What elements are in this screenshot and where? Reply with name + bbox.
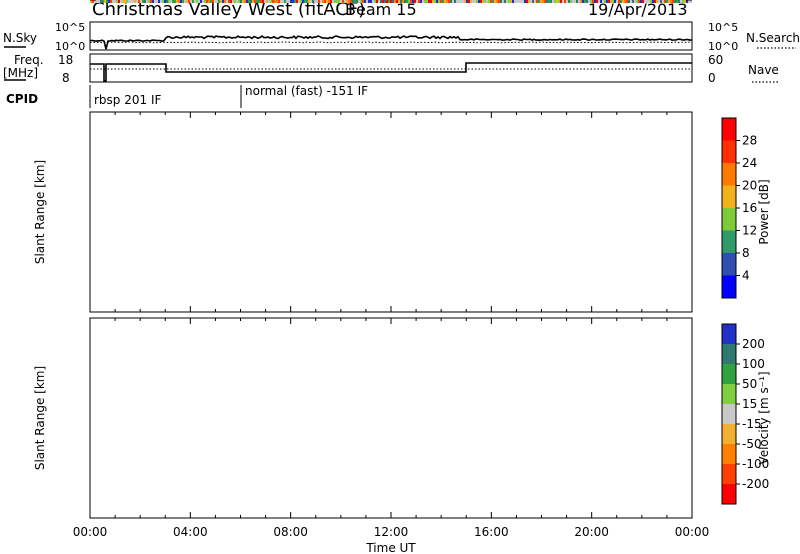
cpid-segment-1: rbsp 201 IF bbox=[94, 93, 161, 107]
freq-label-1: Freq. bbox=[14, 53, 44, 67]
freq-label-2: [MHz] bbox=[3, 66, 38, 80]
date-title: 19/Apr/2013 bbox=[588, 0, 688, 19]
noise-left-tick-bottom: 10^0 bbox=[55, 40, 85, 53]
freq-tick-top: 18 bbox=[58, 53, 73, 67]
nave-tick-top: 60 bbox=[708, 53, 723, 67]
nave-tick-bottom: 0 bbox=[708, 71, 716, 85]
freq-line bbox=[90, 62, 692, 82]
freq-panel bbox=[89, 53, 693, 83]
noise-right-label: N.Search bbox=[746, 31, 800, 45]
noise-right-tick-bottom: 10^0 bbox=[708, 40, 738, 53]
beam-title: Beam 15 bbox=[345, 0, 417, 19]
noise-search-line bbox=[89, 41, 691, 44]
noise-panel bbox=[89, 21, 693, 51]
nave-label: Nave bbox=[748, 63, 779, 77]
noise-left-tick-top: 10^5 bbox=[55, 21, 85, 34]
freq-tick-bottom: 8 bbox=[62, 71, 70, 85]
noise-right-tick-top: 10^5 bbox=[708, 21, 738, 34]
cpid-segment-2: normal (fast) -151 IF bbox=[245, 84, 368, 98]
cpid-label: CPID bbox=[6, 92, 38, 106]
noise-left-label: N.Sky bbox=[3, 31, 37, 45]
noise-sky-line bbox=[89, 34, 693, 50]
station-title: Christmas Valley West (fitACF) bbox=[92, 0, 365, 20]
